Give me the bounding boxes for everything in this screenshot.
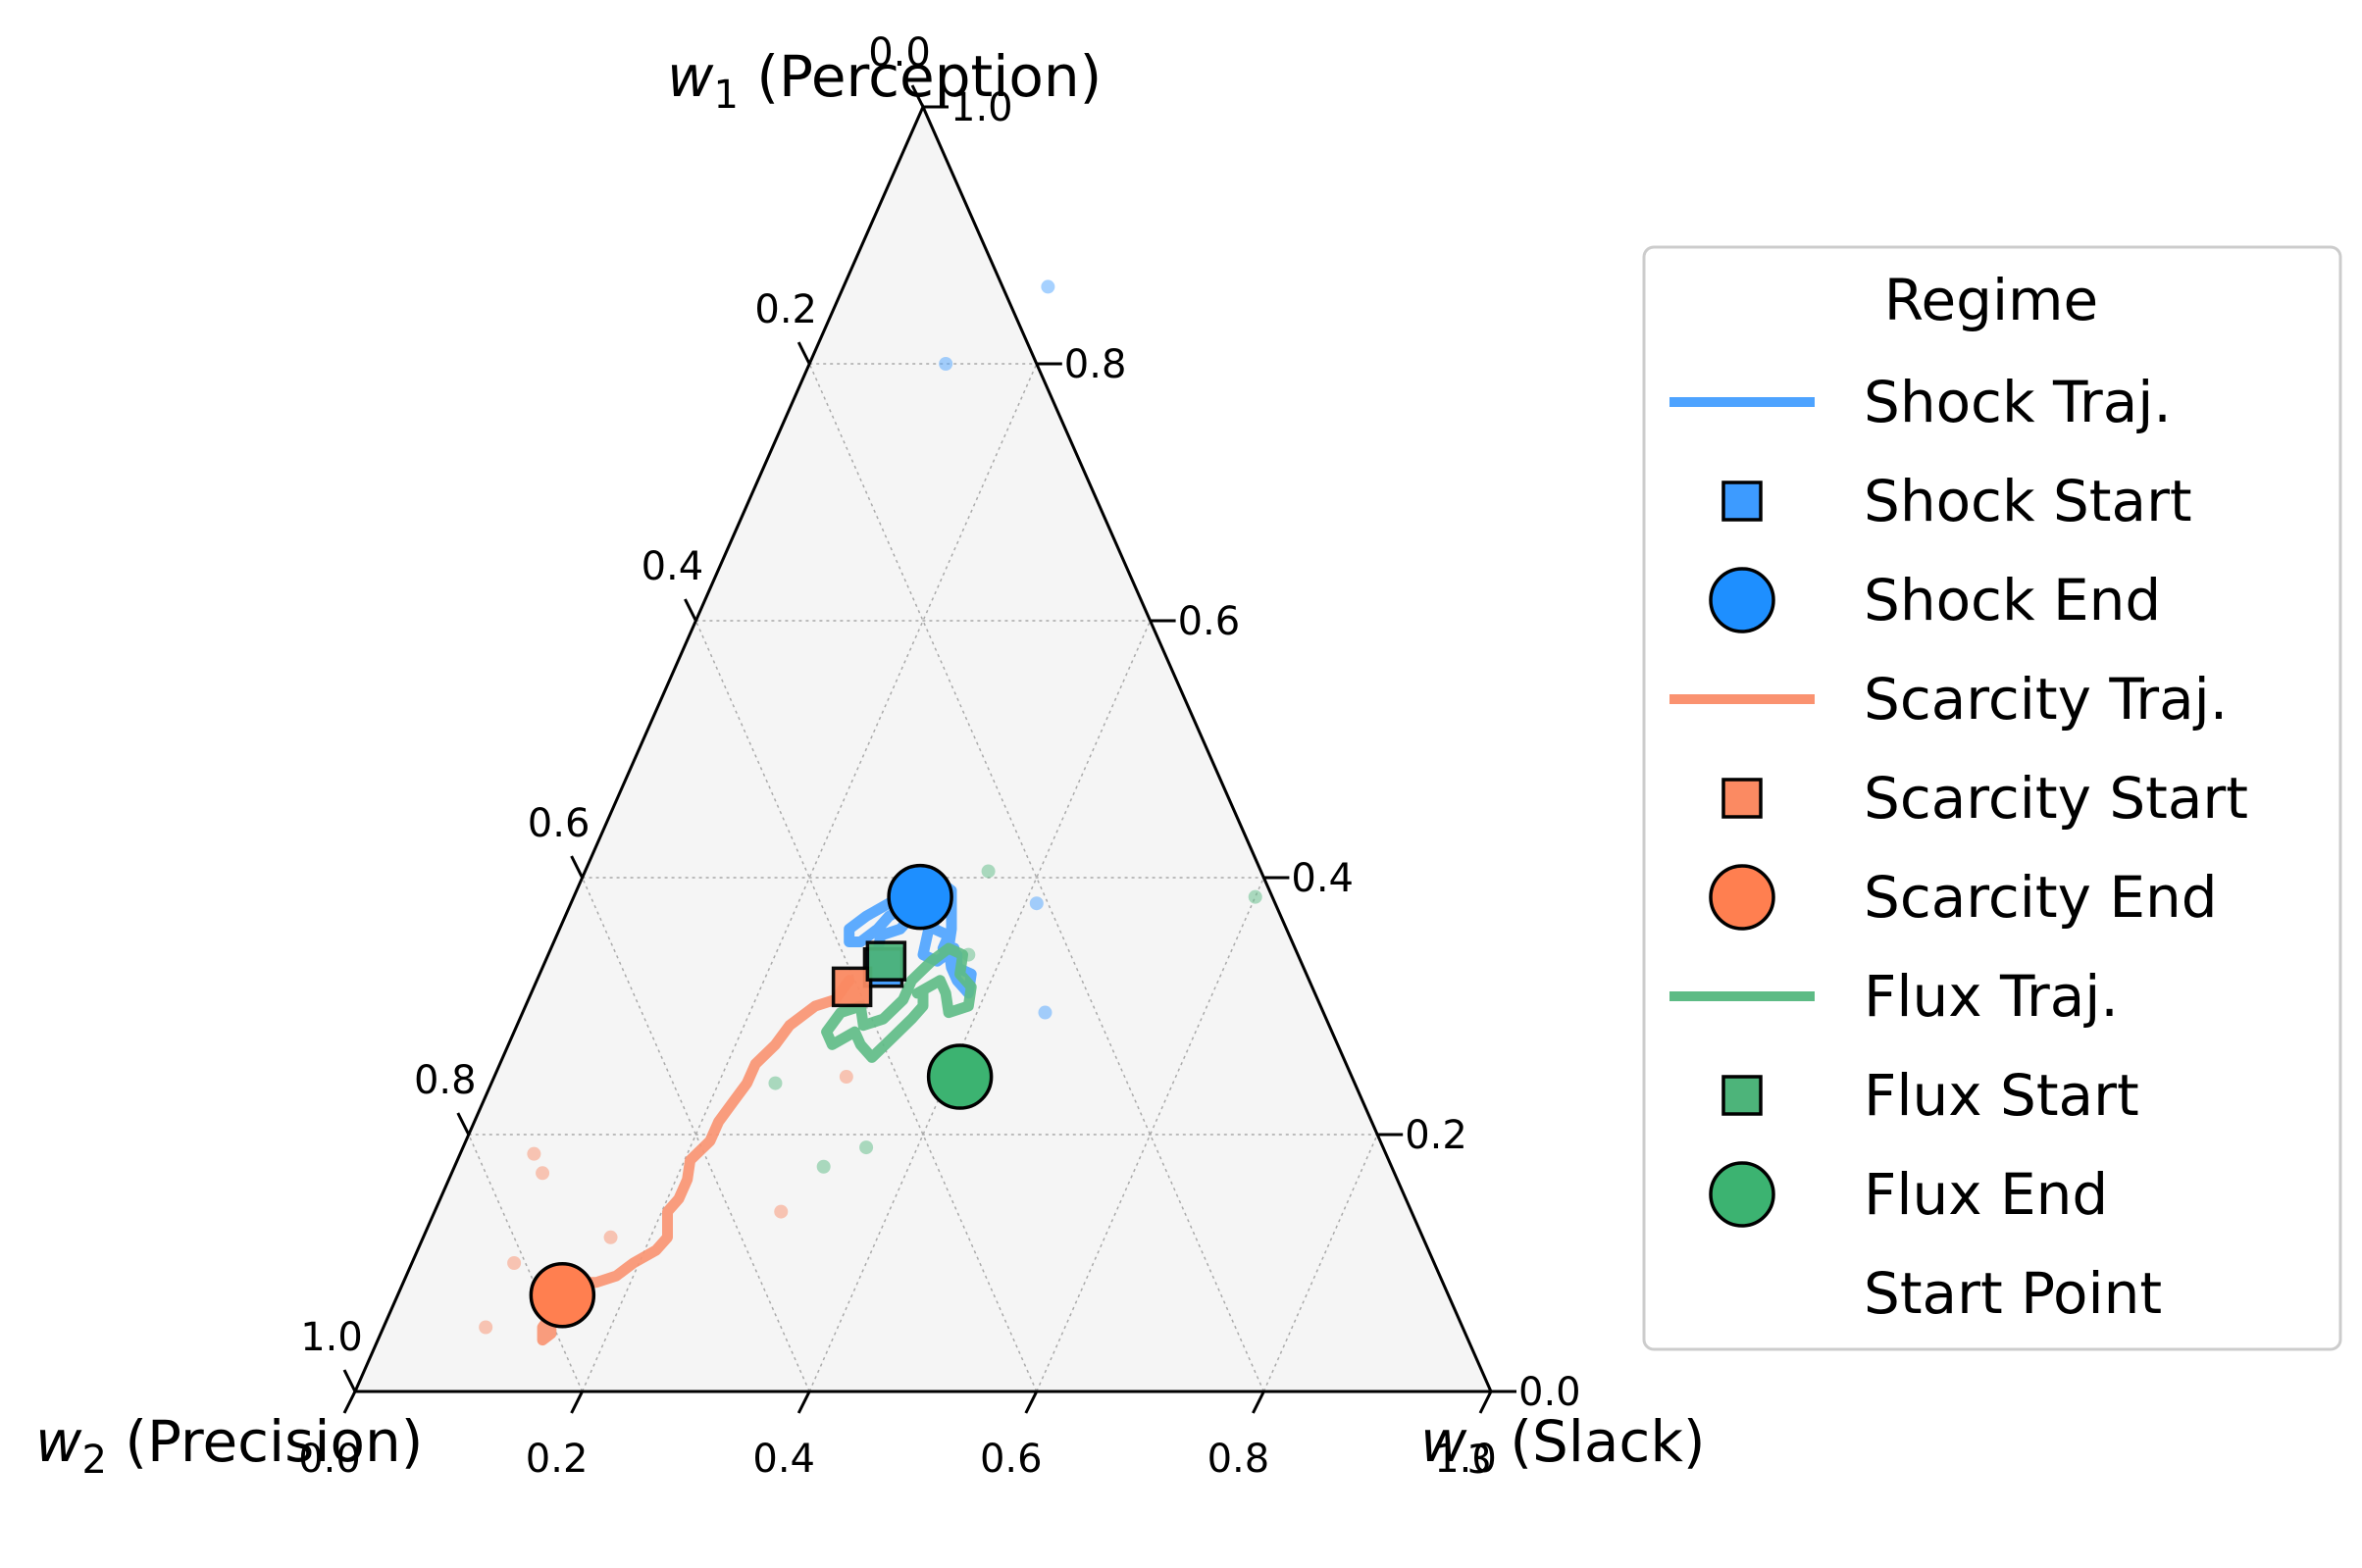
left-tick-label: 0.0	[868, 30, 931, 76]
legend-label-scarcity-end: Scarcity End	[1864, 864, 2218, 931]
bottom-tick-label: 1.0	[1434, 1437, 1497, 1482]
legend-label-scarcity-start: Scarcity Start	[1864, 765, 2248, 832]
flux-trajectory	[821, 942, 977, 1063]
left-tick	[796, 341, 811, 365]
scarcity-scatter-point	[527, 1146, 541, 1161]
bottom-tick	[570, 1391, 584, 1414]
scarcity-scatter-point	[507, 1256, 522, 1270]
legend-swatch-flux-end	[1709, 1161, 1775, 1228]
right-tick-label: 1.0	[950, 85, 1013, 130]
left-tick	[570, 855, 584, 879]
legend-label-start-point: Start Point	[1864, 1260, 2162, 1327]
grid-line	[808, 363, 1265, 1392]
left-tick-label: 0.2	[754, 287, 817, 332]
bottom-tick	[1252, 1391, 1265, 1414]
top-axis-label: w1 (Perception)	[667, 43, 1102, 118]
flux-scatter-point	[816, 1159, 831, 1174]
flux-scatter-point	[768, 1076, 783, 1090]
grid-line	[1262, 1134, 1378, 1392]
scarcity-start-marker	[831, 966, 873, 1008]
flux-scatter-point	[859, 1140, 874, 1155]
flux-scatter-point	[981, 864, 996, 879]
grid-line	[1036, 877, 1265, 1392]
flux-scatter-point	[1248, 889, 1262, 904]
bottom-tick	[796, 1391, 811, 1414]
legend-label-scarcity-traj: Scarcity Traj.	[1864, 666, 2228, 733]
legend-title: Regime	[1884, 267, 2099, 333]
right-axis-label: w3 (Slack)	[1420, 1408, 1706, 1483]
left-tick	[456, 1112, 471, 1136]
scarcity-scatter-point	[536, 1166, 550, 1181]
left-tick-label: 0.4	[642, 544, 704, 589]
grid-line	[581, 877, 810, 1392]
bottom-tick-label: 0.8	[1207, 1437, 1270, 1482]
legend-label-shock-end: Shock End	[1864, 567, 2161, 633]
shock-scatter-point	[1038, 1005, 1053, 1020]
series-layer	[479, 279, 1262, 1346]
grid-line	[581, 363, 1038, 1392]
left-tick-label: 0.8	[414, 1058, 477, 1103]
legend-swatch-scarcity-end	[1709, 864, 1775, 931]
left-tick	[684, 598, 697, 622]
right-tick-label: 0.4	[1291, 856, 1354, 901]
legend-swatch-shock-start	[1721, 481, 1763, 522]
scarcity-scatter-point	[603, 1230, 618, 1244]
bottom-tick	[342, 1391, 357, 1414]
bottom-tick	[1478, 1391, 1493, 1414]
legend-label-shock-traj: Shock Traj.	[1864, 369, 2172, 435]
left-tick-label: 0.6	[528, 801, 590, 846]
right-tick-label: 0.2	[1405, 1113, 1467, 1158]
right-tick-label: 0.6	[1178, 599, 1241, 644]
flux-start-marker	[865, 940, 907, 982]
bottom-tick	[1024, 1391, 1039, 1414]
ticks: 0.0 0.0 0.0 0.2 0.2 0.2 0.4 0.4 0.4 0.6 0.6 0.6 0.8 0…	[298, 30, 1580, 1482]
left-axis-label: w2 (Precision)	[35, 1408, 423, 1483]
left-tick	[910, 84, 925, 108]
legend-swatch-scarcity-start	[1721, 778, 1763, 819]
legend: Regime Shock Traj. Shock Start Shock End Sc…	[1642, 245, 2342, 1351]
legend-label-flux-traj: Flux Traj.	[1864, 963, 2119, 1030]
right-tick-label: 0.8	[1064, 342, 1127, 387]
legend-label-shock-start: Shock Start	[1864, 468, 2192, 534]
grid-line	[808, 620, 1152, 1392]
shock-end-marker	[887, 863, 953, 931]
legend-swatch-shock-end	[1709, 567, 1775, 633]
shock-scatter-point	[939, 357, 953, 371]
bottom-tick-label: 0.4	[752, 1437, 815, 1482]
shock-scatter-point	[1041, 279, 1055, 294]
shock-scatter-point	[1029, 896, 1044, 911]
grid-line	[468, 1134, 584, 1392]
bottom-tick-label: 0.2	[526, 1437, 589, 1482]
scarcity-scatter-point	[479, 1320, 493, 1335]
bottom-tick-label: 0.0	[298, 1437, 361, 1482]
flux-end-marker	[926, 1043, 994, 1110]
left-tick	[342, 1369, 357, 1392]
bottom-tick-label: 0.6	[980, 1437, 1043, 1482]
plot-area	[355, 107, 1491, 1391]
legend-label-flux-start: Flux Start	[1864, 1062, 2139, 1129]
scarcity-scatter-point	[774, 1204, 789, 1219]
scarcity-end-marker	[529, 1262, 596, 1329]
legend-frame	[1642, 245, 2342, 1351]
legend-label-flux-end: Flux End	[1864, 1161, 2108, 1228]
left-tick-label: 1.0	[300, 1315, 363, 1360]
legend-swatch-flux-start	[1721, 1075, 1763, 1116]
scarcity-scatter-point	[839, 1070, 853, 1085]
right-tick-label: 0.0	[1518, 1370, 1581, 1415]
triangle-frame	[352, 103, 1494, 1393]
